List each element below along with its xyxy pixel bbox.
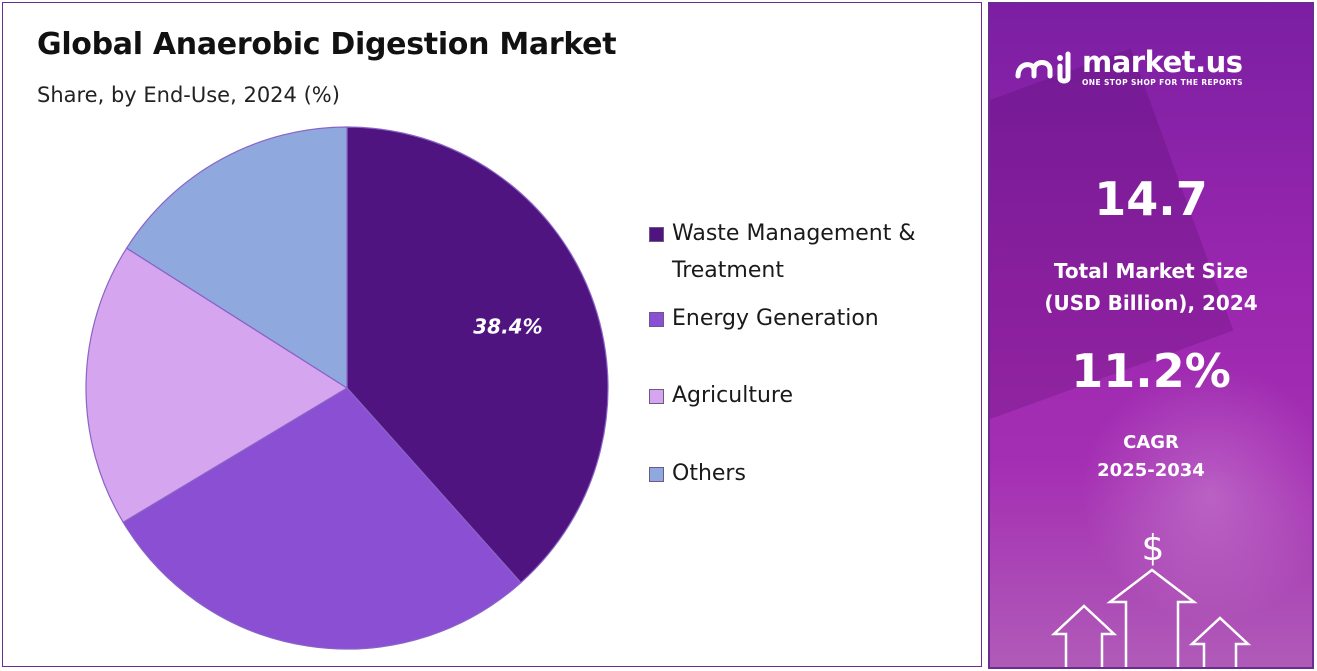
legend-item-energy-generation: Energy Generation: [649, 300, 962, 337]
brand: market.us ONE STOP SHOP FOR THE REPORTS: [1012, 44, 1243, 88]
up-arrow-icon: [1050, 568, 1252, 667]
market-size-label-2: (USD Billion), 2024: [1044, 291, 1258, 315]
legend-label: Others: [672, 461, 746, 486]
legend-swatch: [649, 227, 664, 242]
pie-slice-others: [125, 126, 348, 390]
brand-tagline: ONE STOP SHOP FOR THE REPORTS: [1082, 77, 1243, 87]
pie-chart: 38.4%: [85, 126, 609, 650]
cagr-label-2: 2025-2034: [1097, 460, 1205, 481]
brand-name: market.us: [1082, 44, 1243, 79]
legend-swatch: [649, 312, 664, 327]
growth-decoration: $: [1050, 528, 1252, 667]
market-us-logo-icon: [1015, 51, 1071, 84]
cagr-label-1: CAGR: [1123, 432, 1179, 453]
legend-swatch: [649, 467, 664, 482]
chart-panel: Global Anaerobic Digestion Market Share,…: [2, 2, 982, 667]
background-glow: [1080, 364, 1312, 624]
pie-slice-agriculture: [85, 247, 349, 524]
legend-swatch: [649, 389, 664, 404]
pie-slice-energy-generation: [122, 387, 522, 650]
summary-panel: market.us ONE STOP SHOP FOR THE REPORTS …: [988, 2, 1314, 669]
dollar-icon: $: [1142, 528, 1165, 569]
market-size-value: 14.7: [1094, 172, 1208, 226]
legend-item-others: Others: [649, 455, 962, 492]
legend-label: Energy Generation: [672, 306, 879, 331]
pie-slice-waste-management-treatment: [346, 126, 609, 584]
data-label-waste-management-treatment: 38.4%: [473, 315, 542, 339]
market-size-label-1: Total Market Size: [1053, 259, 1249, 283]
chart-subtitle: Share, by End-Use, 2024 (%): [37, 83, 340, 107]
legend-item-agriculture: Agriculture: [649, 377, 962, 414]
legend-label: Waste Management & Treatment: [672, 221, 916, 283]
legend-label: Agriculture: [672, 383, 793, 408]
chart-title: Global Anaerobic Digestion Market: [37, 27, 617, 62]
cagr-value: 11.2%: [1071, 344, 1231, 398]
legend-item-waste-management-treatment: Waste Management & Treatment: [649, 215, 962, 289]
